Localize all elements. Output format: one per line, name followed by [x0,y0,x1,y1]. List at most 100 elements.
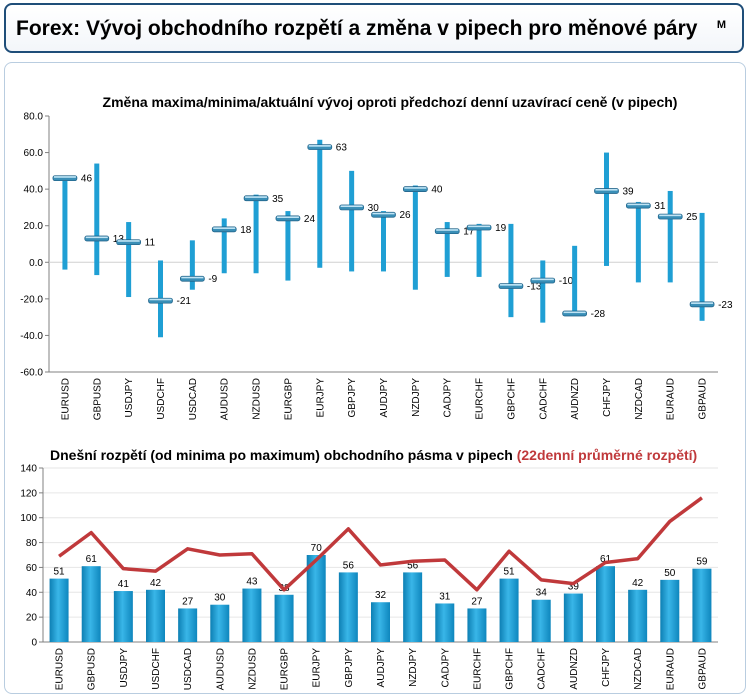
chart1-range-bar [604,152,609,266]
chart2-category-label: AUDNZD [569,648,580,690]
chart2-data-label: 59 [696,557,708,568]
chart1-current-marker-highlight [659,214,682,217]
chart2-category-label: EURUSD [55,648,66,690]
chart1-y-tick-label: -60.0 [20,368,43,379]
chart2-category-label: CHFJPY [601,648,612,687]
chart1-category-label: GBPCHF [506,378,517,420]
chart1-current-marker-highlight [117,240,140,242]
chart1-data-label: 63 [336,143,348,154]
chart1-range-bar [476,223,482,277]
chart1-y-tick-label: 80.0 [24,112,44,123]
chart2-title: Dnešní rozpětí (od minima po maximum) ob… [50,447,697,463]
chart2-bar [242,588,262,642]
chart1-data-label: 25 [686,212,698,223]
chart1-data-label: 11 [145,238,156,249]
chart1-range-bar [635,201,641,283]
chart2-average-line [58,496,703,592]
chart2-category-label: EURCHF [472,648,483,690]
chart1-range-bar [508,223,514,318]
logo: M [716,19,726,31]
chart1-range-bar [667,190,673,283]
chart2-data-label: 70 [311,543,323,554]
chart1-category-label: NZDUSD [252,378,263,420]
chart2-data-label: 50 [664,568,676,579]
chart1-category-label: USDCAD [188,378,199,420]
chart1-data-label: -21 [177,296,192,307]
chart1-data-label: -13 [527,282,542,293]
chart1-category-label: CADJPY [443,378,454,418]
chart1-category-label: GBPJPY [347,378,358,418]
chart1-current-marker-highlight [181,276,204,279]
chart1-current-marker-highlight [531,278,554,281]
chart1-current-marker-highlight [627,203,650,206]
chart2-data-label: 43 [246,577,258,588]
chart2-data-label: 32 [375,590,387,601]
chart1-range-bar [381,211,386,272]
chart2-bar [628,589,648,642]
chart1-data-label: -10 [559,276,574,287]
chart1-category-label: EURGBP [283,378,294,421]
chart2-bar [371,602,390,642]
chart2-data-label: 51 [54,567,66,578]
chart1-current-marker-highlight [85,236,108,239]
chart2-category-label: GBPJPY [344,648,355,688]
chart1-category-label: EURJPY [315,378,326,418]
chart2-data-label: 30 [214,593,226,604]
chart2-category-label: NZDCAD [633,648,644,690]
chart1-data-label: -9 [208,274,217,285]
chart1-current-marker-highlight [308,145,331,147]
chart2-data-label: 61 [86,554,98,565]
chart1-current-marker-highlight [149,298,172,301]
chart1-range-bar [412,185,418,290]
chart2-category-label: NZDUSD [247,648,258,690]
chart2-category-label: EURJPY [312,648,323,688]
chart2-bar [210,604,230,642]
chart1-category-label: NZDJPY [411,378,422,417]
chart2-category-label: USDCAD [183,648,194,690]
chart2-y-tick-label: 80 [26,538,38,549]
chart1-current-marker-highlight [595,188,618,191]
chart1-range-bar [126,222,132,298]
chart1-data-label: 46 [81,174,93,185]
chart2-category-label: CADCHF [537,648,548,690]
chart2-data-label: 61 [600,554,612,565]
chart2-y-tick-label: 60 [26,563,38,574]
chart1-y-tick-label: 40.0 [24,185,44,196]
chart1-data-label: 19 [495,223,507,234]
chart1-category-label: EURCHF [475,378,486,420]
chart1-category-label: AUDNZD [570,378,581,420]
chart2-bar [531,599,551,642]
chart2-category-label: EURGBP [280,648,291,691]
chart1-range-bar [285,211,291,281]
chart2-data-label: 51 [504,567,516,578]
chart2-bar [660,579,680,642]
chart1-data-label: -28 [591,309,606,320]
chart2-bar [49,578,69,642]
chart1-range-bar [699,212,705,321]
chart2-y-tick-label: 20 [26,613,38,624]
chart2-data-label: 31 [439,591,451,602]
chart1-range-bar [94,163,100,276]
chart1-range-bar [349,170,355,272]
chart2-y-tick-label: 0 [31,638,37,649]
chart1-data-label: 30 [368,203,380,214]
chart1-y-tick-label: 20.0 [24,221,44,232]
chart1-data-label: 40 [431,185,443,196]
chart2-category-label: USDJPY [119,648,130,688]
chart1-data-label: 18 [240,225,252,236]
chart2-bar [178,608,198,642]
chart2-bar [113,591,133,642]
chart1-range-bar [189,240,195,290]
chart1-data-label: 26 [400,210,412,221]
chart1-category-label: EURAUD [666,378,677,420]
chart1-category-label: GBPAUD [698,378,709,420]
chart2-category-label: CADJPY [440,648,451,688]
chart1-category-label: USDCHF [156,378,167,420]
chart1-current-marker-highlight [245,196,268,198]
chart2-bar [596,566,615,642]
chart1-y-tick-label: -20.0 [20,294,43,305]
chart1-category-label: AUDJPY [379,378,390,418]
chart2-bar [467,608,487,642]
chart2-category-label: GBPAUD [697,648,708,690]
